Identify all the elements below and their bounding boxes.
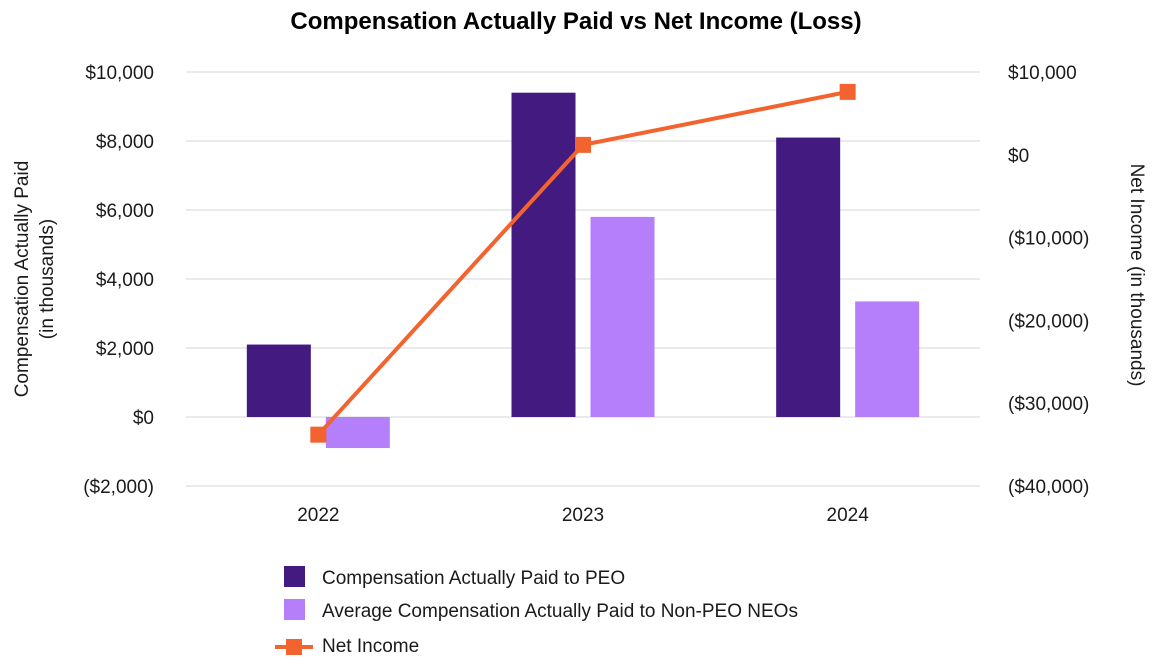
x-tick-label: 2022	[297, 505, 339, 526]
right-tick-label: $10,000	[1008, 63, 1077, 84]
legend-label-non-peo: Average Compensation Actually Paid to No…	[322, 601, 798, 622]
left-tick-label: $6,000	[96, 201, 154, 222]
right-tick-label: ($40,000)	[1008, 477, 1089, 498]
legend-swatch-peo	[284, 566, 305, 587]
left-tick-label: ($2,000)	[83, 477, 154, 498]
legend-marker-net-income	[286, 639, 302, 655]
net-income-point	[839, 83, 856, 100]
bar	[855, 301, 920, 417]
net-income-point	[310, 426, 327, 443]
right-tick-label: ($10,000)	[1008, 229, 1089, 250]
gridlines	[186, 71, 980, 487]
left-tick-label: $4,000	[96, 270, 154, 291]
right-axis-ticks: $10,000 $0 ($10,000) ($20,000) ($30,000) ($40…	[1008, 63, 1089, 498]
net-income-point	[575, 136, 591, 153]
right-tick-label: ($30,000)	[1008, 394, 1089, 415]
legend-label-net-income: Net Income	[322, 636, 419, 657]
legend-label-peo: Compensation Actually Paid to PEO	[322, 568, 625, 589]
bar	[590, 216, 655, 417]
bar	[776, 137, 841, 418]
bars	[246, 92, 920, 449]
legend: Compensation Actually Paid to PEO Averag…	[275, 566, 798, 657]
bar	[511, 92, 576, 417]
left-tick-label: $10,000	[85, 63, 154, 84]
left-axis-ticks: $10,000 $8,000 $6,000 $4,000 $2,000 $0 ($2,000…	[83, 63, 154, 498]
right-tick-label: $0	[1008, 146, 1029, 167]
left-axis-label-line2: (in thousands)	[37, 219, 58, 339]
right-axis-label: Net Income (in thousands)	[1126, 164, 1147, 387]
right-tick-label: ($20,000)	[1008, 311, 1089, 332]
bar	[246, 344, 311, 417]
left-tick-label: $0	[133, 408, 154, 429]
left-axis-label-line1: Compensation Actually Paid	[12, 161, 33, 398]
x-axis-ticks: 2022 2023 2024	[297, 505, 869, 526]
net-income-line	[310, 83, 856, 443]
left-tick-label: $8,000	[96, 132, 154, 153]
x-tick-label: 2023	[562, 505, 604, 526]
legend-swatch-non-peo	[284, 599, 305, 620]
left-tick-label: $2,000	[96, 339, 154, 360]
x-tick-label: 2024	[827, 505, 870, 526]
bar	[325, 417, 390, 449]
chart-title: Compensation Actually Paid vs Net Income…	[290, 8, 861, 35]
